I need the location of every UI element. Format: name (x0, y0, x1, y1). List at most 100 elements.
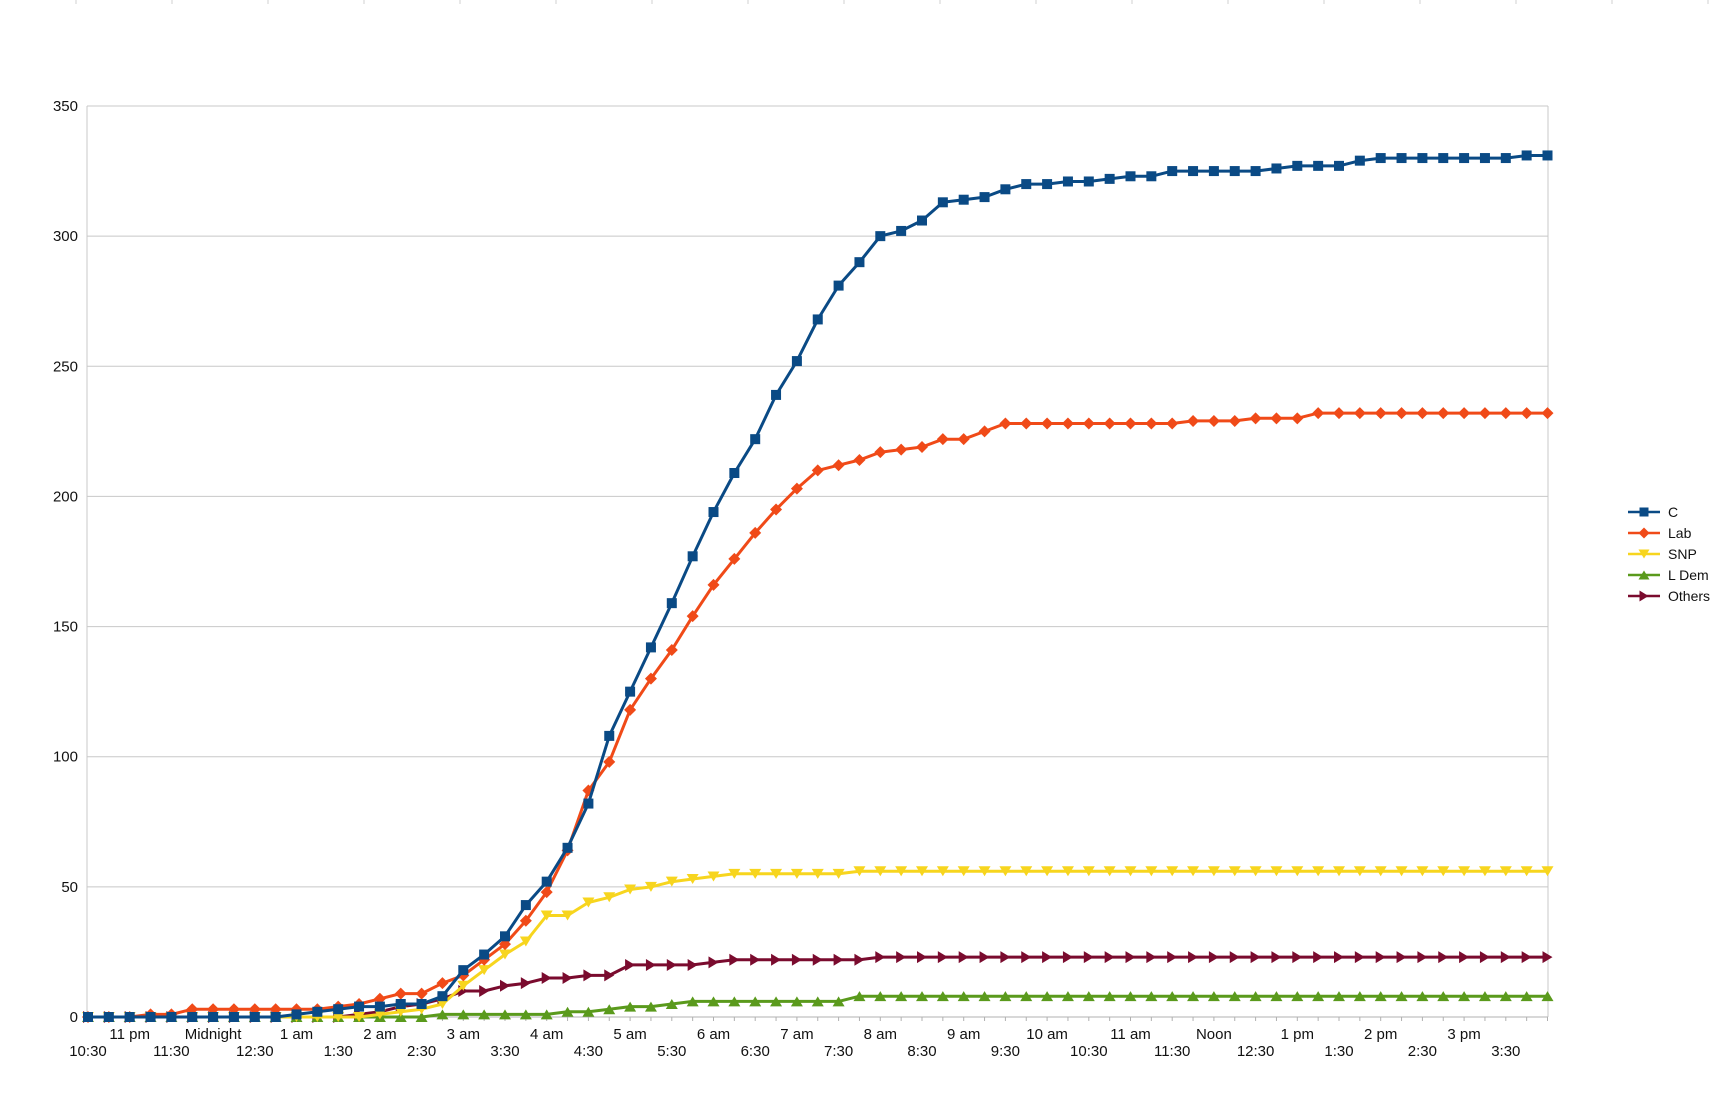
x-tick-label: Midnight (185, 1026, 243, 1043)
x-tick-label: 1:30 (1324, 1043, 1353, 1060)
data-point-l-dem (561, 1006, 574, 1017)
data-point-snp (686, 874, 699, 885)
data-point-snp (1041, 866, 1054, 877)
data-point-snp (1145, 866, 1158, 877)
data-point-others (1313, 951, 1324, 964)
data-point-c (333, 1004, 344, 1015)
x-tick-label: 11 pm (109, 1026, 150, 1043)
data-point-others (583, 969, 594, 982)
x-tick-label: 3 am (447, 1026, 480, 1043)
data-point-snp (478, 965, 491, 976)
data-point-l-dem (728, 996, 741, 1007)
x-tick-label: 11:30 (153, 1043, 189, 1060)
data-point-others (541, 971, 552, 984)
y-axis: 0 50 100 150 200 250 300 350 (53, 98, 78, 1026)
data-point-snp (728, 868, 741, 879)
data-point-c (645, 642, 656, 653)
data-point-l-dem (770, 996, 783, 1007)
data-point-snp (874, 866, 887, 877)
x-tick-label: 4 am (530, 1026, 563, 1043)
data-point-l-dem (1437, 991, 1450, 1002)
data-point-l-dem (999, 991, 1012, 1002)
data-point-l-dem (415, 1012, 428, 1022)
data-point-others (958, 951, 969, 964)
data-point-snp (790, 868, 803, 879)
data-point-snp (1395, 866, 1408, 877)
data-point-c (729, 468, 740, 479)
data-point-l-dem (1082, 991, 1095, 1002)
data-point-lab (1395, 407, 1408, 420)
data-point-l-dem (1145, 991, 1158, 1002)
data-point-snp (811, 868, 824, 879)
data-point-others (1292, 951, 1303, 964)
data-point-lab (853, 453, 866, 466)
data-point-c (1229, 166, 1240, 177)
x-tick-label: 8:30 (907, 1043, 936, 1060)
data-point-c (562, 842, 573, 853)
data-point-c (750, 434, 761, 445)
data-point-l-dem (1478, 991, 1491, 1002)
data-point-lab (1333, 407, 1345, 420)
x-tick-label: 5:30 (657, 1043, 686, 1060)
data-point-c (437, 991, 448, 1002)
x-tick-label: 2:30 (1408, 1043, 1437, 1060)
data-point-lab (1249, 412, 1262, 425)
data-point-others (666, 958, 677, 971)
x-tick-label: 2 am (363, 1026, 396, 1043)
x-tick-label: 3:30 (490, 1043, 519, 1060)
series-line-c (88, 154, 1548, 1019)
data-point-l-dem (457, 1009, 470, 1020)
data-point-l-dem (1374, 991, 1387, 1002)
data-point-lab (1499, 407, 1512, 420)
data-point-l-dem (394, 1012, 407, 1022)
data-point-snp (1207, 866, 1220, 877)
x-tick-label: 7:30 (824, 1043, 853, 1060)
data-point-others (791, 953, 802, 966)
data-point-snp (1312, 866, 1325, 877)
data-point-c (791, 356, 802, 367)
data-point-l-dem (1353, 991, 1366, 1002)
data-point-snp (1166, 866, 1179, 877)
x-tick-label: 6:30 (741, 1043, 770, 1060)
data-point-c (937, 197, 948, 208)
data-point-others (479, 984, 490, 997)
data-point-l-dem (978, 991, 991, 1002)
data-point-snp (353, 1012, 366, 1022)
data-point-lab (1041, 417, 1054, 430)
x-tick-label: 3 pm (1447, 1026, 1480, 1043)
data-point-c (583, 798, 594, 809)
data-point-others (1459, 951, 1470, 964)
data-point-c (1417, 153, 1428, 164)
data-point-others (771, 953, 782, 966)
data-point-lab (1207, 414, 1220, 427)
data-point-l-dem (582, 1006, 595, 1017)
data-point-c (124, 1012, 135, 1022)
data-point-snp (978, 866, 991, 877)
data-point-lab (624, 703, 637, 716)
data-point-others (1417, 951, 1428, 964)
data-point-c (1459, 153, 1470, 164)
data-point-lab (1270, 412, 1283, 425)
data-point-c (854, 257, 865, 268)
data-point-c (541, 876, 552, 887)
data-point-c (1396, 153, 1407, 164)
data-point-snp (1082, 866, 1095, 877)
data-point-lab (770, 503, 783, 516)
data-point-c (1083, 176, 1094, 187)
legend-marker (1638, 549, 1650, 559)
x-tick-label: 2 pm (1364, 1026, 1397, 1043)
data-point-others (1125, 951, 1136, 964)
data-point-l-dem (1458, 991, 1471, 1002)
data-point-snp (1416, 866, 1429, 877)
data-point-lab (1437, 407, 1450, 420)
data-point-others (1229, 951, 1240, 964)
x-tick-label: 8 am (864, 1026, 897, 1043)
data-point-lab (832, 459, 845, 472)
x-axis: 11 pm Midnight 1 am 2 am 3 am 4 am 5 am 6 am 7 a… (69, 1017, 1548, 1060)
data-point-c (1334, 160, 1344, 171)
legend-item-snp: SNP (1628, 546, 1697, 562)
data-point-snp (895, 866, 908, 877)
data-point-others (1438, 951, 1449, 964)
data-point-lab (1520, 407, 1533, 420)
data-point-lab (1416, 407, 1429, 420)
